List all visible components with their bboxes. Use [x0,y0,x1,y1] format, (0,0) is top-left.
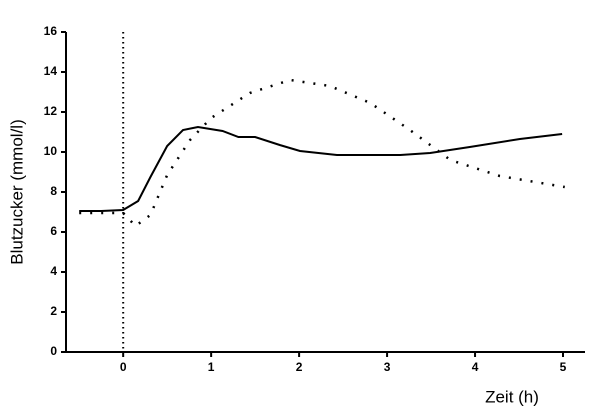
y-tick-label: 2 [50,304,57,318]
x-tick-label: 5 [560,360,567,374]
y-tick-label: 4 [50,264,57,278]
y-tick-label: 0 [50,344,57,358]
x-axis-label: Zeit (h) [485,387,539,406]
x-tick-label: 1 [208,360,215,374]
y-tick-label: 6 [50,224,57,238]
y-tick-label: 10 [44,144,58,158]
x-tick-label: 0 [120,360,127,374]
y-tick-label: 16 [44,24,58,38]
y-tick-label: 12 [44,104,58,118]
x-tick-label: 2 [296,360,303,374]
x-tick-label: 3 [384,360,391,374]
y-tick-label: 8 [50,184,57,198]
data-line [79,78,565,228]
x-tick-label: 4 [472,360,479,374]
y-axis-label: Blutzucker (mmol/l) [7,119,26,264]
data-line [79,125,563,212]
y-tick-label: 14 [44,64,58,78]
